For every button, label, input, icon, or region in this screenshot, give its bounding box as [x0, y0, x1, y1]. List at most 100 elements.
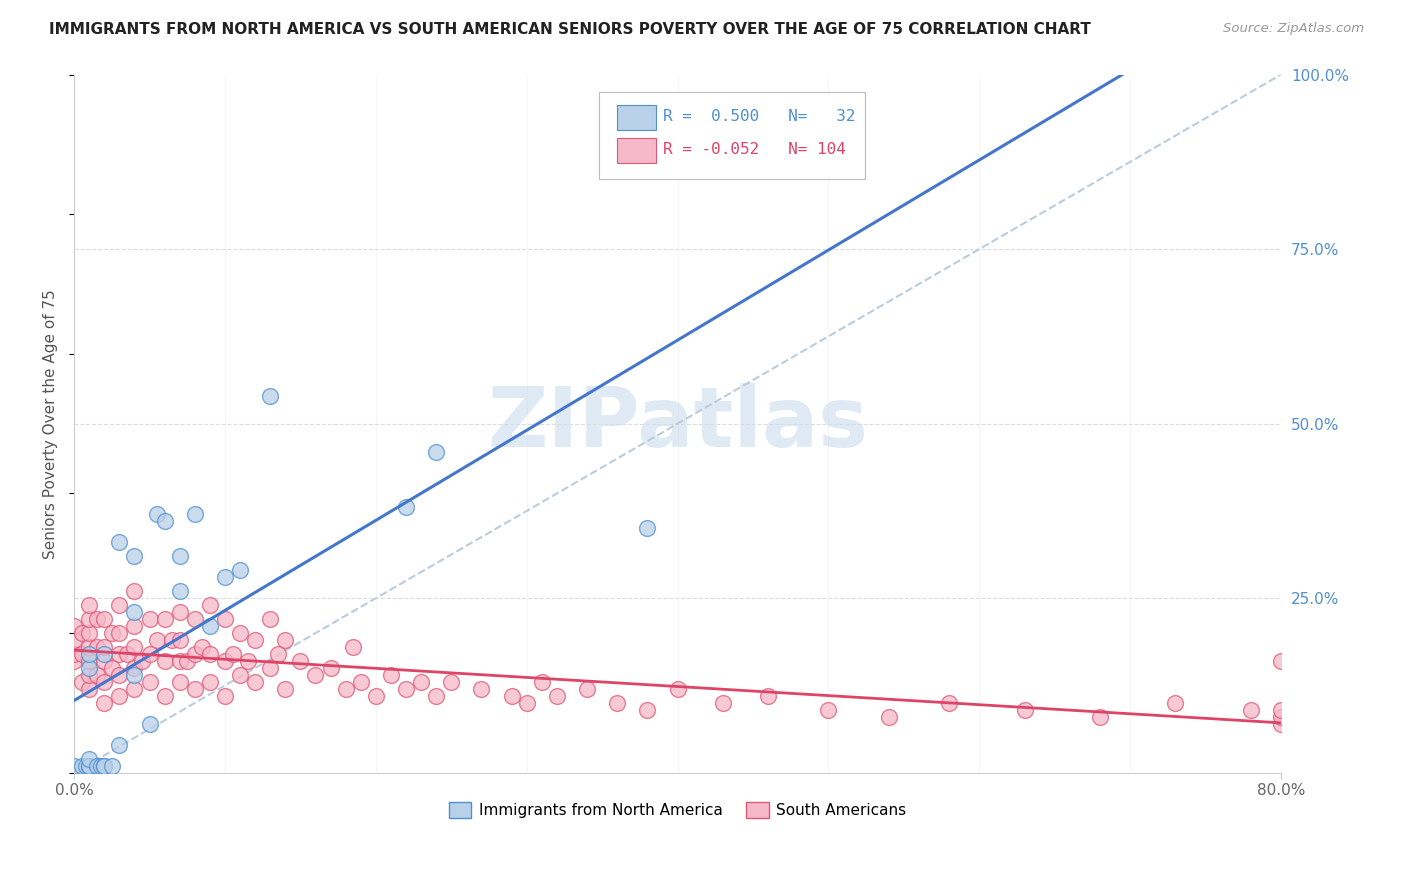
Point [108, 689, 131, 703]
Point [108, 535, 131, 549]
Point [636, 521, 658, 535]
Point [576, 681, 599, 696]
Point [169, 654, 191, 668]
Point [229, 668, 252, 682]
Point [259, 661, 281, 675]
Point [198, 619, 221, 633]
Point [77, 640, 100, 654]
Point [77, 752, 100, 766]
Point [115, 647, 138, 661]
Point [124, 605, 146, 619]
Point [77, 758, 100, 772]
Point [124, 619, 146, 633]
Point [425, 444, 447, 458]
Point [229, 563, 252, 577]
Point [153, 515, 176, 529]
Text: R = -0.052   N= 104: R = -0.052 N= 104 [664, 143, 846, 157]
Point [1270, 710, 1292, 724]
Point [108, 598, 131, 612]
Point [259, 612, 281, 626]
Point [124, 549, 146, 564]
Point [160, 633, 183, 648]
Point [77, 661, 100, 675]
Y-axis label: Seniors Poverty Over the Age of 75: Seniors Poverty Over the Age of 75 [44, 289, 58, 558]
Point [1164, 696, 1187, 710]
Point [342, 640, 364, 654]
Point [108, 626, 131, 640]
Point [938, 696, 960, 710]
Point [546, 689, 568, 703]
Point [335, 681, 357, 696]
Point [70, 758, 93, 772]
FancyBboxPatch shape [599, 92, 865, 179]
Point [70, 647, 93, 661]
Point [77, 681, 100, 696]
Point [817, 703, 839, 717]
Point [70, 675, 93, 690]
Legend: Immigrants from North America, South Americans: Immigrants from North America, South Ame… [443, 797, 912, 824]
Point [63, 758, 86, 772]
Point [63, 647, 86, 661]
Point [214, 654, 236, 668]
Point [93, 675, 115, 690]
Text: R =  0.500   N=   32: R = 0.500 N= 32 [664, 109, 856, 124]
Point [259, 389, 281, 403]
Point [138, 647, 160, 661]
Point [77, 598, 100, 612]
Point [169, 675, 191, 690]
Point [124, 640, 146, 654]
Point [198, 675, 221, 690]
FancyBboxPatch shape [617, 138, 655, 163]
Point [440, 675, 463, 690]
Point [1014, 703, 1036, 717]
Point [124, 661, 146, 675]
Point [63, 633, 86, 648]
Point [243, 675, 266, 690]
Point [274, 681, 297, 696]
Point [877, 710, 900, 724]
Point [274, 633, 297, 648]
FancyBboxPatch shape [617, 105, 655, 130]
Text: IMMIGRANTS FROM NORTH AMERICA VS SOUTH AMERICAN SENIORS POVERTY OVER THE AGE OF : IMMIGRANTS FROM NORTH AMERICA VS SOUTH A… [49, 22, 1091, 37]
Text: Source: ZipAtlas.com: Source: ZipAtlas.com [1223, 22, 1364, 36]
Point [198, 647, 221, 661]
Point [146, 508, 169, 522]
Point [501, 689, 523, 703]
Point [70, 626, 93, 640]
Point [153, 689, 176, 703]
Point [666, 681, 689, 696]
Point [1088, 710, 1111, 724]
Point [530, 675, 553, 690]
Point [138, 717, 160, 731]
Point [395, 500, 418, 515]
Point [184, 681, 207, 696]
Point [93, 696, 115, 710]
Point [108, 668, 131, 682]
Point [77, 758, 100, 772]
Point [101, 626, 124, 640]
Point [236, 654, 259, 668]
Point [124, 681, 146, 696]
Point [86, 612, 108, 626]
Point [75, 758, 97, 772]
Point [86, 668, 108, 682]
Point [425, 689, 447, 703]
Point [1270, 654, 1292, 668]
Point [243, 633, 266, 648]
Point [1270, 717, 1292, 731]
Point [290, 654, 312, 668]
Point [77, 654, 100, 668]
Point [63, 619, 86, 633]
Point [380, 668, 402, 682]
Point [1270, 703, 1292, 717]
Point [153, 654, 176, 668]
Point [214, 689, 236, 703]
Point [93, 612, 115, 626]
Point [411, 675, 433, 690]
Point [93, 758, 115, 772]
Point [606, 696, 628, 710]
Point [350, 675, 373, 690]
Point [756, 689, 779, 703]
Point [169, 549, 191, 564]
Point [198, 598, 221, 612]
